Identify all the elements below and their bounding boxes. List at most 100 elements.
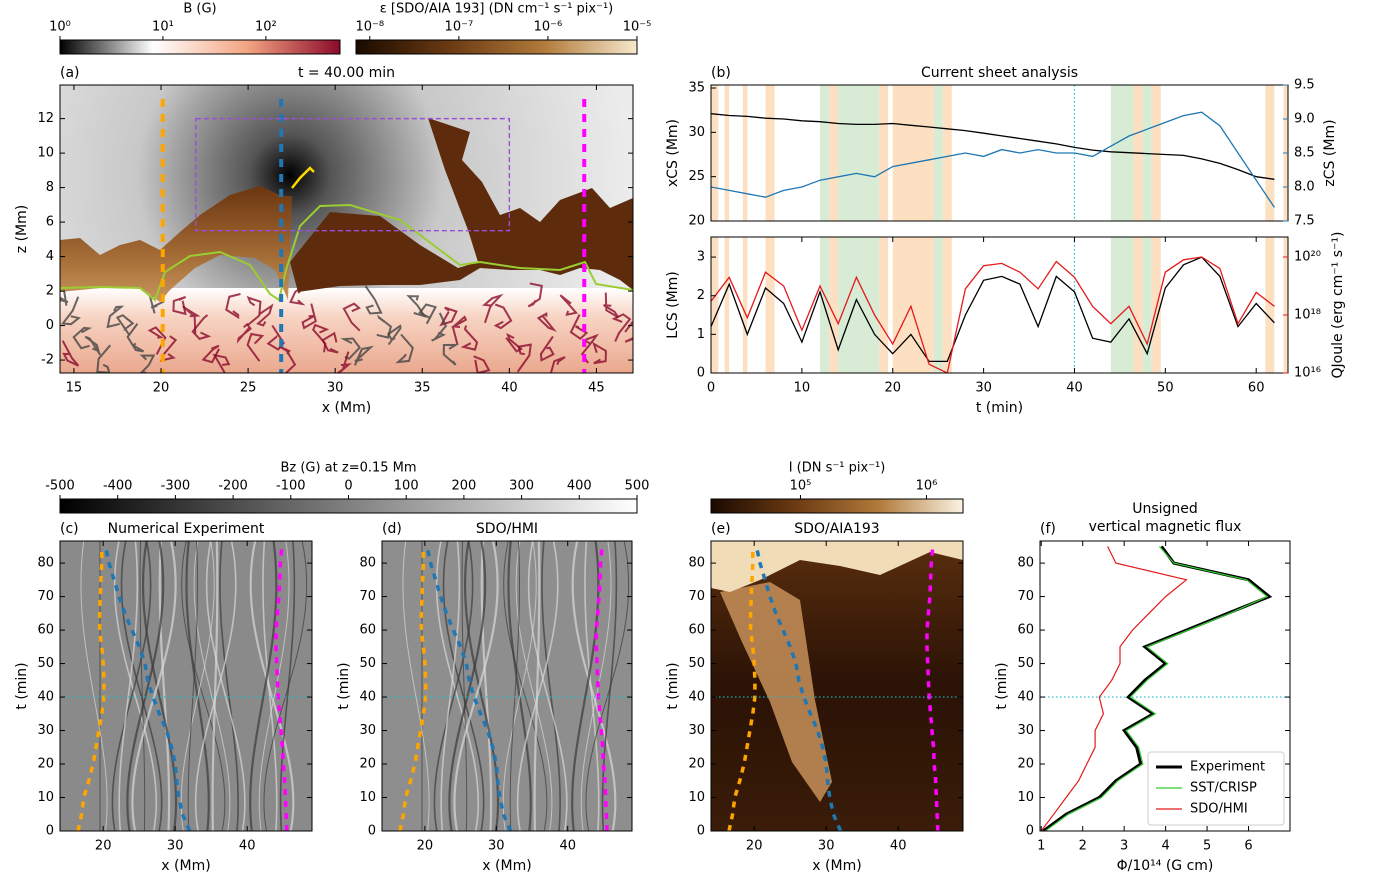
bright-loops — [711, 541, 963, 592]
plot-area — [711, 237, 1288, 373]
texture — [509, 541, 520, 831]
texture — [201, 344, 220, 364]
y-tick-label: 30 — [688, 723, 705, 738]
y-tick-label: 40 — [1017, 690, 1034, 705]
x-tick-label: 0 — [707, 381, 715, 396]
texture — [442, 541, 485, 831]
legend-label: Experiment — [1190, 760, 1265, 775]
chart-title: t = 40.00 min — [298, 65, 395, 81]
texture — [180, 541, 215, 831]
chart-title: Unsigned — [1132, 501, 1198, 517]
colorbar-tick-label: -100 — [276, 479, 306, 494]
x-tick-label: 5 — [1203, 839, 1211, 854]
y-tick-label: 0 — [46, 318, 54, 333]
plot-area — [1040, 545, 1290, 831]
texture — [480, 541, 493, 831]
y-tick-label: 60 — [688, 623, 705, 638]
series-line — [1042, 545, 1273, 831]
y-tick-label: 35 — [688, 81, 705, 96]
texture — [482, 293, 504, 324]
colorbar-bar — [710, 498, 964, 514]
colorbar-tick-label: 10¹ — [152, 20, 174, 35]
texture — [473, 355, 491, 373]
plot-area — [711, 85, 1288, 221]
texture — [516, 343, 532, 373]
event-span — [724, 237, 730, 373]
y-tick-label: 30 — [37, 723, 54, 738]
event-span — [1151, 85, 1161, 221]
event-span — [933, 85, 943, 221]
texture — [435, 541, 480, 831]
texture — [96, 344, 112, 373]
texture — [193, 541, 231, 831]
colorbar-bar — [59, 498, 638, 514]
texture — [353, 345, 374, 366]
y-tick-label: 40 — [37, 690, 54, 705]
y-tick-label: 25 — [688, 169, 705, 184]
x-tick-label: 60 — [1248, 381, 1265, 396]
emission-flames — [290, 118, 633, 292]
colorbar-tick-label: -300 — [161, 479, 191, 494]
x-axis-label: t (min) — [976, 400, 1023, 416]
y-tick-label: 70 — [688, 589, 705, 604]
event-span — [933, 237, 943, 373]
event-span — [942, 237, 952, 373]
y-tick-label: 80 — [359, 556, 376, 571]
panel-c-image — [60, 541, 312, 831]
y-tick-label: 30 — [688, 125, 705, 140]
texture — [571, 541, 600, 831]
colorbar-tick-label: 10⁰ — [49, 20, 71, 35]
y2-axis-label: zCS (Mm) — [1322, 119, 1338, 186]
x-tick-label: 40 — [239, 839, 256, 854]
y-tick-label: 80 — [37, 556, 54, 571]
texture — [505, 332, 523, 353]
texture — [60, 296, 81, 326]
x-tick-label: 30 — [818, 839, 835, 854]
texture — [406, 295, 427, 318]
texture — [440, 541, 461, 831]
colorbar-bar — [59, 39, 341, 55]
x-tick-label: 10 — [794, 381, 811, 396]
y-tick-label: 30 — [1017, 723, 1034, 738]
texture — [279, 541, 296, 831]
y2-tick-label: 10²⁰ — [1294, 250, 1321, 265]
texture — [118, 541, 139, 831]
texture — [460, 325, 479, 351]
texture — [461, 541, 468, 831]
colorbar-tick-label: 10⁻⁸ — [355, 20, 384, 35]
event-span — [711, 237, 719, 373]
texture — [611, 313, 632, 342]
axes: 20 30 40 0 10 20 30 40 50 60 70 80 x (Mm) t (min) (d) S… — [336, 521, 633, 874]
texture — [61, 340, 80, 367]
texture — [448, 541, 487, 831]
event-span — [829, 85, 839, 221]
series-line — [711, 113, 1275, 180]
series-line — [1045, 546, 1269, 831]
event-span — [1110, 237, 1134, 373]
texture — [450, 315, 468, 345]
x-axis-label: Φ/10¹⁴ (G cm) — [1117, 858, 1214, 874]
turbulence — [60, 282, 633, 373]
x-axis-label: x (Mm) — [482, 858, 531, 874]
y-tick-label: 30 — [359, 723, 376, 738]
event-span — [742, 237, 748, 373]
texture — [158, 541, 171, 831]
texture — [219, 541, 239, 831]
x-tick-label: 20 — [746, 839, 763, 854]
texture — [139, 354, 156, 373]
x-tick-label: 40 — [559, 839, 576, 854]
texture — [516, 541, 559, 831]
texture — [263, 541, 308, 831]
y-tick-label: 40 — [359, 690, 376, 705]
colorbar-tick-label: 500 — [625, 479, 650, 494]
event-span — [942, 85, 952, 221]
texture — [539, 335, 555, 362]
colorbar-tick-label: 10⁵ — [790, 479, 812, 494]
texture — [126, 541, 165, 831]
axes-frame — [710, 540, 964, 832]
axes: 20 25 30 35 7.5 8.0 8.5 9.0 9.5 xCS (Mm) zCS (Mm) (… — [665, 65, 1338, 229]
axes-frame — [710, 236, 1289, 374]
series-line — [711, 256, 1275, 373]
y-tick-label: 0 — [1026, 824, 1034, 839]
